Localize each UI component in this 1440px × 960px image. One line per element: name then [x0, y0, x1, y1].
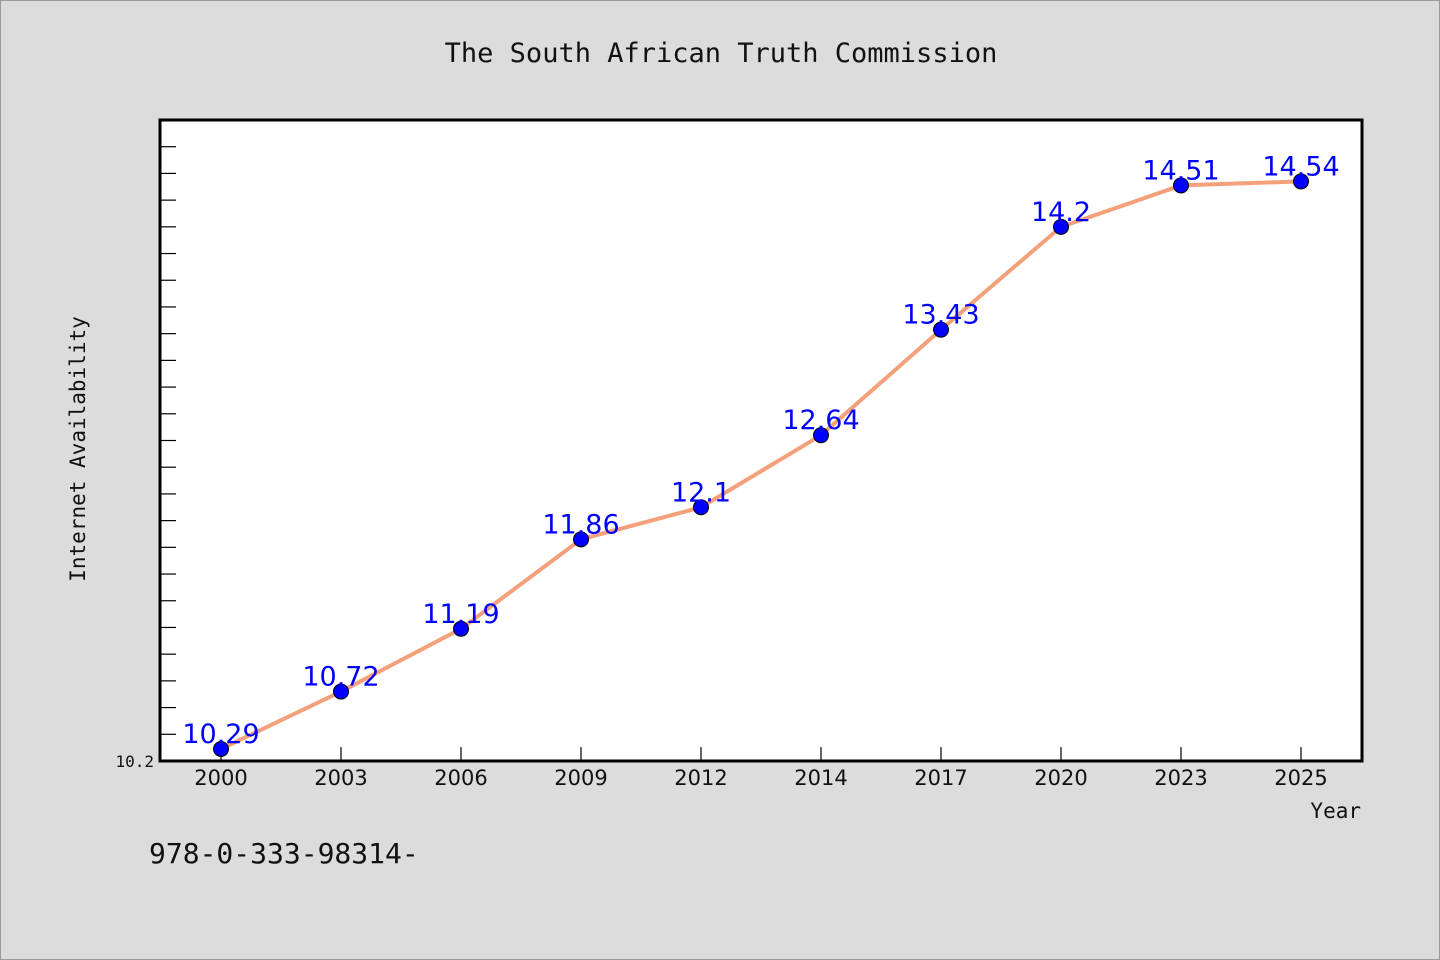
x-tick-label: 2023 [1154, 766, 1207, 790]
data-point [813, 427, 829, 444]
data-point [573, 531, 589, 548]
x-axis-tick-labels: 2000 2003 2006 2009 2012 2014 2017 2020 2023 2025 [194, 766, 1327, 790]
footer-code: 978-0-333-98314- [149, 837, 419, 870]
data-label: 11.86 [542, 509, 619, 540]
x-tick-label: 2006 [434, 766, 487, 790]
series-line [219, 179, 1303, 751]
x-axis-label: Year [1310, 799, 1361, 823]
data-point [453, 620, 469, 637]
data-label: 14.54 [1262, 151, 1339, 182]
x-tick-label: 2025 [1274, 766, 1327, 790]
data-point [933, 321, 949, 338]
x-tick-label: 2020 [1034, 766, 1087, 790]
plot-area [158, 118, 1364, 763]
x-tick-label: 2017 [914, 766, 967, 790]
y-axis-label: Internet Availability [66, 316, 90, 582]
data-point [693, 499, 709, 516]
x-tick-label: 2012 [674, 766, 727, 790]
data-point [1053, 218, 1069, 235]
x-tick-label: 2014 [794, 766, 847, 790]
chart-title: The South African Truth Commission [445, 38, 998, 69]
data-point [1293, 173, 1309, 190]
data-labels: 10.29 10.72 11.19 11.86 12.1 12.64 13.43 14.2 14… [182, 151, 1339, 750]
data-label: 12.1 [671, 477, 731, 508]
data-markers [213, 173, 1309, 757]
data-label: 14.2 [1031, 197, 1091, 228]
data-point [213, 740, 229, 757]
data-label: 13.43 [902, 300, 979, 331]
x-tick-label: 2003 [314, 766, 367, 790]
data-point [333, 683, 349, 700]
y-axis-ticks [160, 146, 176, 735]
data-point [1173, 177, 1189, 194]
x-tick-label: 2009 [554, 766, 607, 790]
data-label: 10.72 [302, 662, 379, 693]
y-tick-label: 10.2 [115, 752, 154, 771]
x-axis-ticks [220, 747, 1302, 761]
data-label: 10.29 [182, 719, 259, 750]
data-label: 11.19 [422, 599, 499, 630]
data-label: 12.64 [782, 405, 859, 436]
y-axis-tick-labels: 10.2 [115, 752, 154, 771]
x-tick-label: 2000 [194, 766, 247, 790]
data-label: 14.51 [1142, 155, 1219, 186]
